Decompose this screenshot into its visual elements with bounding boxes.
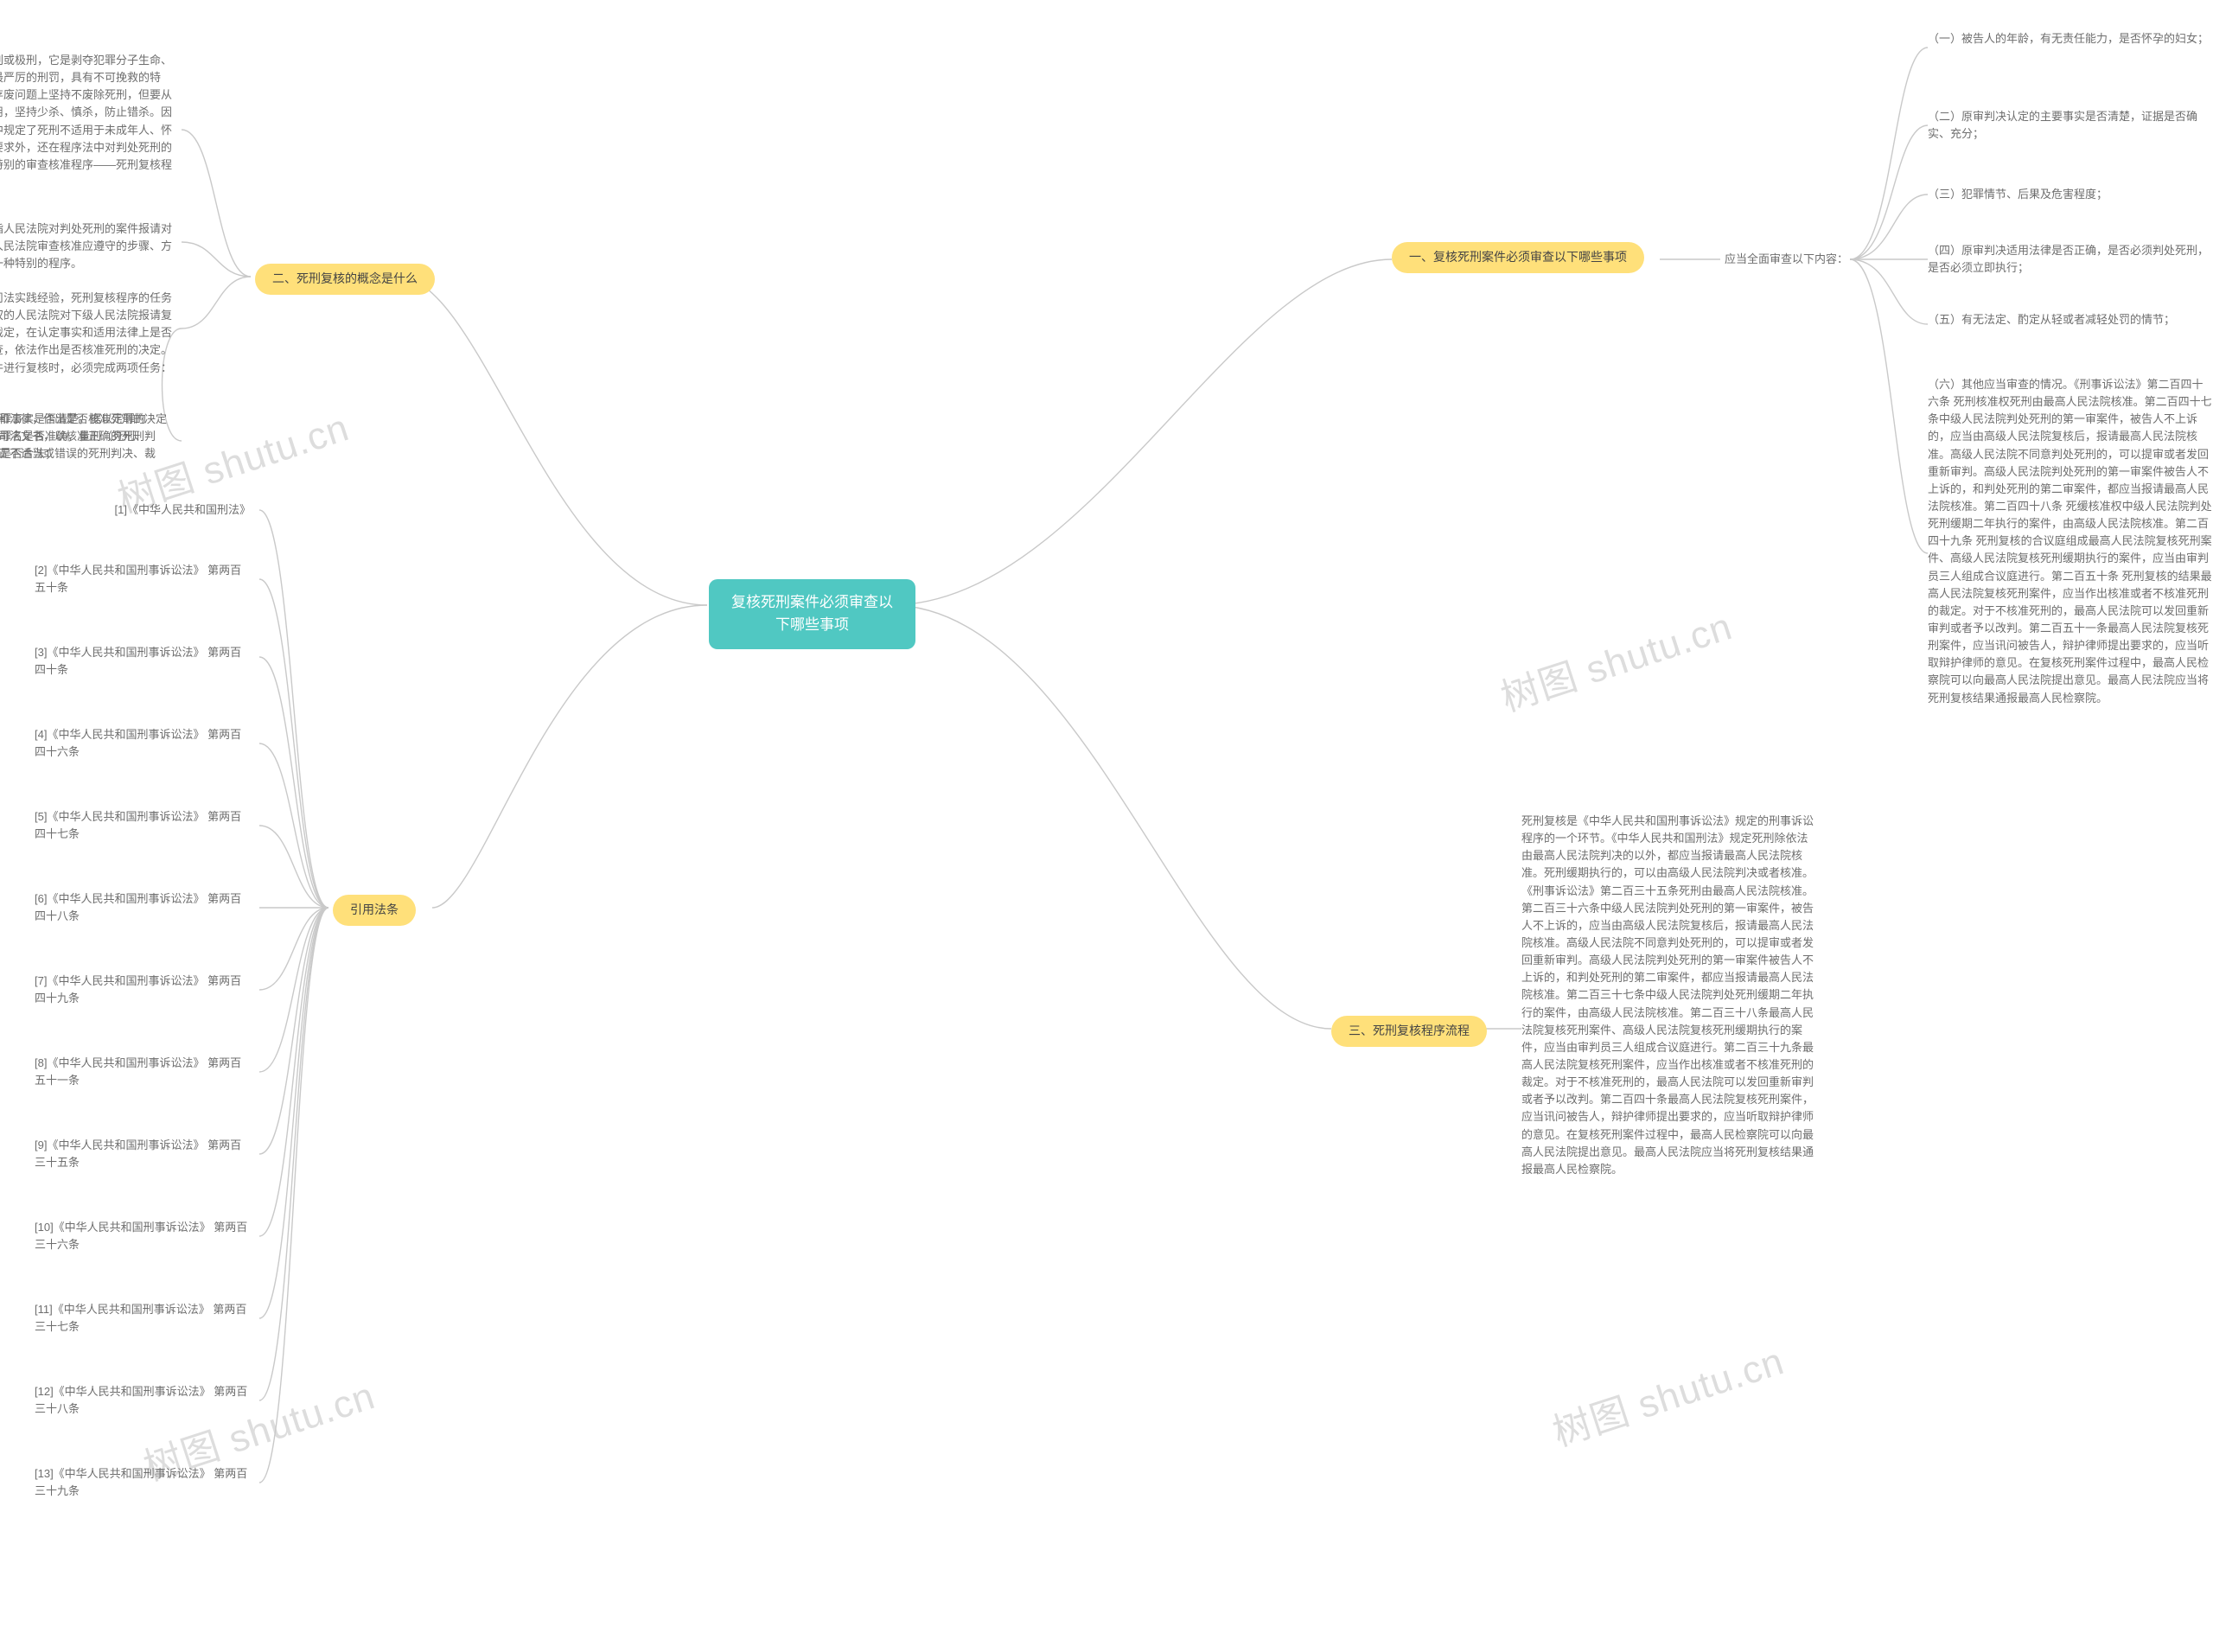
branch-4-item-4: [4]《中华人民共和国刑事诉讼法》 第两百四十六条 xyxy=(35,726,251,761)
branch-4-item-12: [12]《中华人民共和国刑事诉讼法》 第两百三十八条 xyxy=(35,1383,251,1418)
branch-4-item-13: [13]《中华人民共和国刑事诉讼法》 第两百三十九条 xyxy=(35,1465,251,1500)
branch-1-item-1: （一）被告人的年龄，有无责任能力，是否怀孕的妇女； xyxy=(1928,30,2209,48)
branch-1-intro: 应当全面审查以下内容： xyxy=(1725,251,1848,268)
edge-layer xyxy=(0,0,2213,1652)
branch-4-item-1: [1]《中华人民共和国刑法》 xyxy=(115,501,251,519)
branch-2-item-2: 死刑复核程序是指人民法院对判处死刑的案件报请对死刑有核准权的人民法院审查核准应遵… xyxy=(0,220,173,272)
watermark: 树图 shutu.cn xyxy=(1545,1330,1790,1457)
branch-2-item-1: 死刑，又称生命刑或极刑，它是剥夺犯罪分子生命、惩罚犯罪的一种最严厉的刑罚，具有不… xyxy=(0,52,173,191)
branch-1-item-5: （五）有无法定、酌定从轻或者减轻处罚的情节； xyxy=(1928,311,2175,328)
branch-1-item-2: （二）原审判决认定的主要事实是否清楚，证据是否确实、充分； xyxy=(1928,108,2213,143)
branch-2-item-5: 二是依据事实和法律，作出是否核准死刑的决定并制作相应的司法文书，以核准正确的死刑… xyxy=(0,411,173,481)
watermark: 树图 shutu.cn xyxy=(1493,596,1738,723)
branch-4-item-9: [9]《中华人民共和国刑事诉讼法》 第两百三十五条 xyxy=(35,1137,251,1171)
branch-3: 三、死刑复核程序流程 xyxy=(1331,1016,1487,1047)
branch-4: 引用法条 xyxy=(333,895,416,926)
branch-4-item-11: [11]《中华人民共和国刑事诉讼法》 第两百三十七条 xyxy=(35,1301,251,1336)
branch-4-item-7: [7]《中华人民共和国刑事诉讼法》 第两百四十九条 xyxy=(35,973,251,1007)
branch-1-item-3: （三）犯罪情节、后果及危害程度； xyxy=(1928,186,2108,203)
branch-4-item-3: [3]《中华人民共和国刑事诉讼法》 第两百四十条 xyxy=(35,644,251,679)
center-line1: 复核死刑案件必须审查以 xyxy=(731,594,893,610)
branch-3-text: 死刑复核是《中华人民共和国刑事诉讼法》规定的刑事诉讼程序的一个环节。《中华人民共… xyxy=(1521,813,1815,1178)
branch-1-item-6: （六）其他应当审查的情况。《刑事诉讼法》第二百四十六条 死刑核准权死刑由最高人民… xyxy=(1928,376,2213,707)
center-line2: 下哪些事项 xyxy=(775,616,849,633)
branch-4-item-8: [8]《中华人民共和国刑事诉讼法》 第两百五十一条 xyxy=(35,1055,251,1089)
center-topic: 复核死刑案件必须审查以 下哪些事项 xyxy=(709,579,915,649)
branch-1-item-4: （四）原审判决适用法律是否正确，是否必须判处死刑，是否必须立即执行； xyxy=(1928,242,2213,277)
branch-2: 二、死刑复核的概念是什么 xyxy=(255,264,435,295)
branch-4-item-10: [10]《中华人民共和国刑事诉讼法》 第两百三十六条 xyxy=(35,1219,251,1253)
branch-1-label: 一、复核死刑案件必须审查以下哪些事项 xyxy=(1409,249,1627,266)
branch-4-item-2: [2]《中华人民共和国刑事诉讼法》 第两百五十条 xyxy=(35,562,251,596)
branch-1: 一、复核死刑案件必须审查以下哪些事项 xyxy=(1392,242,1644,273)
branch-4-item-6: [6]《中华人民共和国刑事诉讼法》 第两百四十八条 xyxy=(35,890,251,925)
branch-2-item-3: 根据法律规定和司法实践经验，死刑复核程序的任务是，由享有复核权的人民法院对下级人… xyxy=(0,290,173,377)
branch-4-item-5: [5]《中华人民共和国刑事诉讼法》 第两百四十七条 xyxy=(35,808,251,843)
